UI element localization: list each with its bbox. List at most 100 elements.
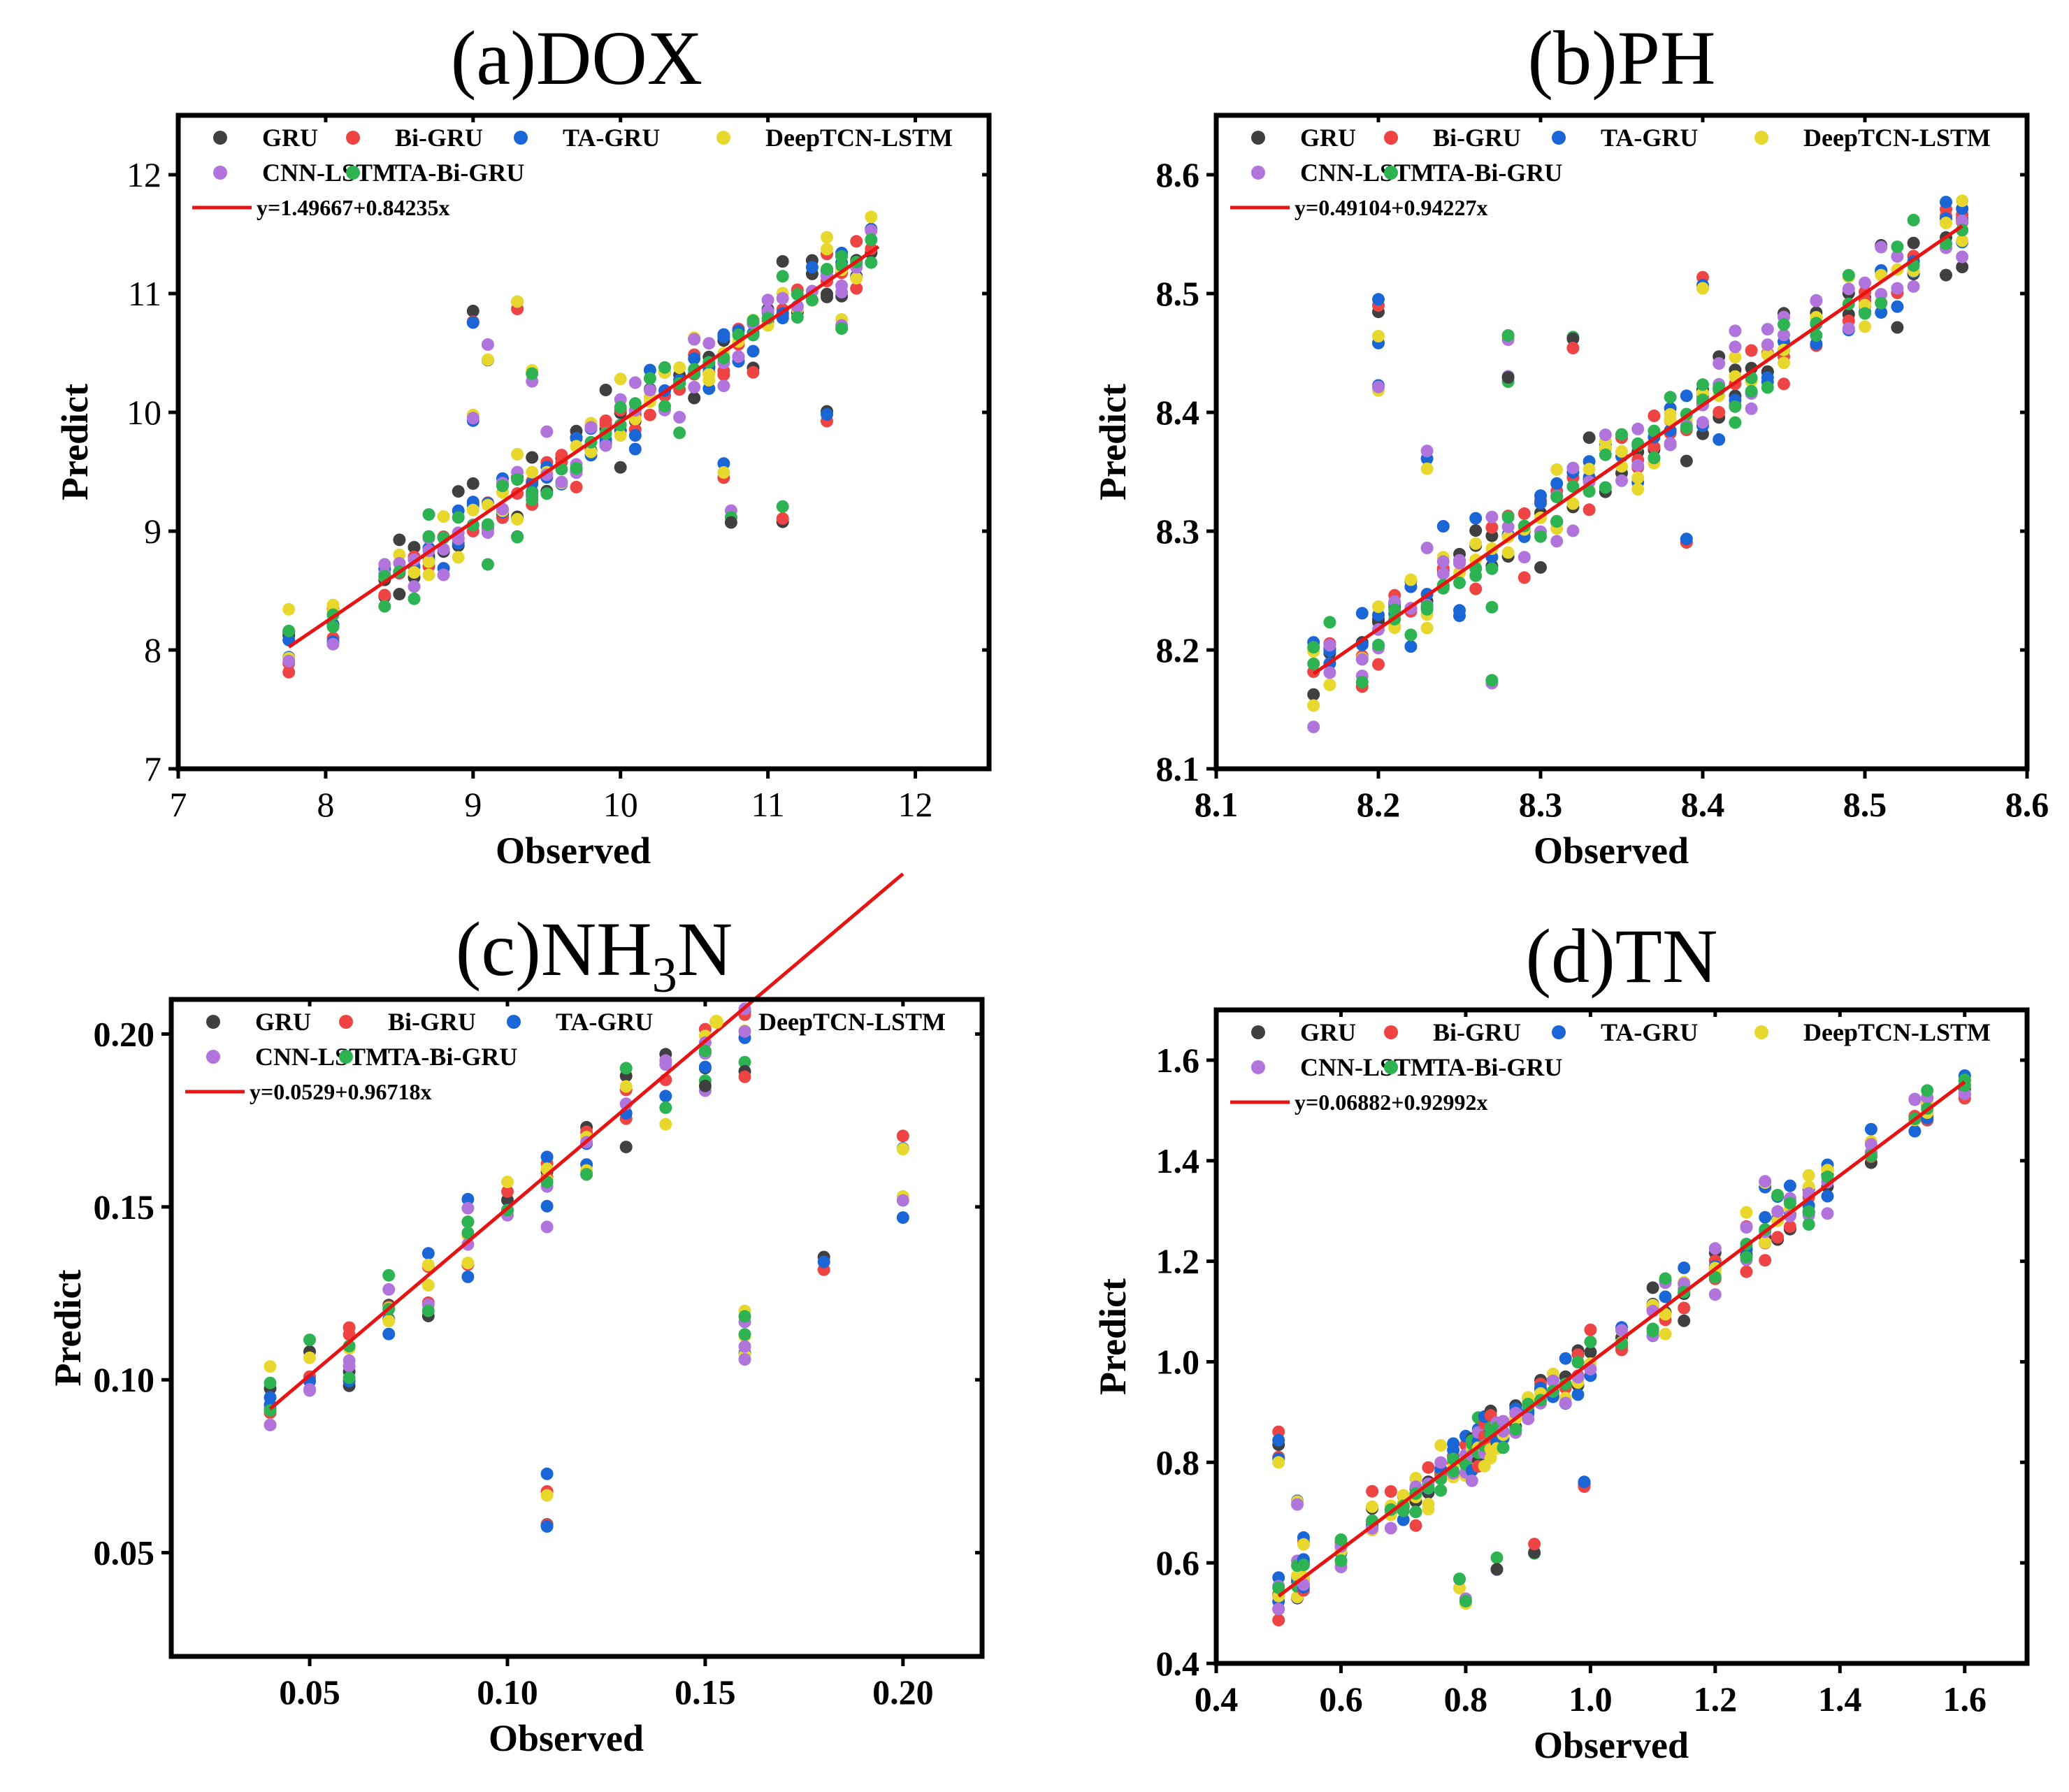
- y-tick-label: 0.6: [1156, 1543, 1200, 1582]
- data-point: [1434, 1484, 1448, 1497]
- data-point: [326, 637, 340, 651]
- data-point: [643, 384, 656, 397]
- data-point: [264, 1376, 277, 1389]
- data-point-outlier: [1485, 674, 1499, 687]
- data-point: [821, 263, 833, 276]
- data-point-outlier: [1291, 1498, 1304, 1511]
- data-point: [1422, 1498, 1435, 1510]
- data-point-outlier: [896, 1194, 909, 1207]
- legend-label: TA-Bi-GRU: [388, 1043, 517, 1071]
- data-point: [1745, 344, 1758, 357]
- data-point: [422, 555, 435, 568]
- data-point: [1761, 323, 1774, 336]
- x-tick-label: 9: [464, 785, 482, 824]
- data-point: [1907, 213, 1920, 226]
- data-point: [1409, 1472, 1422, 1484]
- data-point-outlier: [511, 295, 524, 308]
- data-point: [805, 294, 819, 307]
- data-point: [1485, 510, 1499, 523]
- data-point-outlier: [1372, 330, 1385, 342]
- data-point: [1740, 1206, 1753, 1219]
- data-point: [1783, 1209, 1796, 1222]
- data-point: [1759, 1211, 1772, 1224]
- data-point-outlier: [1372, 293, 1385, 306]
- data-point: [1420, 602, 1434, 616]
- data-point: [570, 462, 583, 475]
- plot-frame: [175, 113, 992, 772]
- data-point: [1631, 422, 1645, 435]
- y-tick-label: 8.3: [1156, 512, 1200, 551]
- legend-marker: [1754, 131, 1768, 145]
- data-point: [1484, 1452, 1497, 1465]
- data-point: [1875, 288, 1888, 301]
- data-points: [282, 210, 878, 679]
- data-point: [1404, 573, 1418, 586]
- data-point: [865, 233, 878, 246]
- data-point: [1783, 1197, 1796, 1210]
- chart-title: (d)TN: [1526, 913, 1718, 999]
- data-point: [1907, 280, 1920, 293]
- data-point: [461, 1257, 475, 1270]
- data-point: [717, 368, 730, 382]
- data-point: [1420, 542, 1434, 554]
- data-point: [1821, 1170, 1834, 1183]
- data-point: [343, 1354, 356, 1367]
- data-point-outlier: [1272, 1433, 1285, 1447]
- data-point: [1842, 321, 1855, 335]
- x-tick-label: 8.3: [1519, 785, 1563, 824]
- x-tick-label: 0.20: [872, 1672, 934, 1712]
- data-point: [501, 1185, 514, 1198]
- data-point: [1631, 483, 1645, 496]
- data-point-outlier: [738, 1340, 751, 1353]
- data-point: [1583, 485, 1596, 498]
- legend-marker: [339, 1015, 353, 1029]
- data-point: [865, 256, 878, 269]
- data-point: [1842, 282, 1855, 296]
- y-tick-label: 9: [144, 512, 161, 551]
- legend-label: GRU: [1300, 1018, 1356, 1046]
- data-point: [643, 408, 656, 421]
- legend-marker: [213, 131, 227, 145]
- panel-ph: (b)PH 8.1 8.2 8.3 8.4 8.5 8.6 8.1 8.2 8.3 8.4 8.5 8.…: [1092, 15, 2049, 872]
- legend-label: DeepTCN-LSTM: [758, 1008, 946, 1036]
- data-point: [673, 411, 686, 424]
- data-point: [688, 333, 701, 346]
- data-point: [747, 345, 760, 358]
- legend-label: DeepTCN-LSTM: [765, 124, 953, 152]
- legend-label: TA-Bi-GRU: [1433, 159, 1562, 187]
- data-point: [1713, 433, 1726, 446]
- legend-marker: [507, 1015, 521, 1029]
- data-point: [1615, 428, 1628, 441]
- data-point: [1713, 357, 1726, 370]
- data-point: [1566, 524, 1580, 537]
- legend-marker: [1384, 166, 1398, 180]
- y-tick-label: 7: [144, 749, 161, 788]
- data-point-outlier: [1297, 1538, 1310, 1551]
- data-point: [1517, 507, 1531, 520]
- data-point: [1631, 471, 1645, 484]
- data-point: [1771, 1231, 1785, 1244]
- x-tick-label: 0.6: [1319, 1679, 1363, 1719]
- x-tick-label: 0.05: [279, 1672, 340, 1712]
- data-point: [1771, 1205, 1785, 1218]
- data-point: [1940, 196, 1952, 209]
- data-point: [1956, 250, 1969, 263]
- data-point: [1550, 477, 1564, 490]
- y-tick-label: 8.4: [1156, 393, 1200, 432]
- data-point: [1615, 445, 1628, 458]
- legend-marker: [1754, 1025, 1768, 1039]
- data-point: [614, 400, 627, 414]
- data-point: [1859, 307, 1871, 320]
- legend-marker: [709, 1015, 723, 1029]
- data-point: [1810, 294, 1823, 308]
- legend-label: Bi-GRU: [395, 124, 483, 152]
- data-point: [619, 1080, 633, 1093]
- data-point-outlier: [1490, 1563, 1504, 1576]
- data-point: [614, 373, 627, 386]
- y-tick-label: 8.1: [1156, 749, 1200, 788]
- data-point: [1648, 424, 1661, 438]
- data-point: [1307, 657, 1320, 670]
- data-point: [688, 380, 701, 393]
- data-point: [382, 1269, 396, 1282]
- data-point: [1859, 276, 1871, 289]
